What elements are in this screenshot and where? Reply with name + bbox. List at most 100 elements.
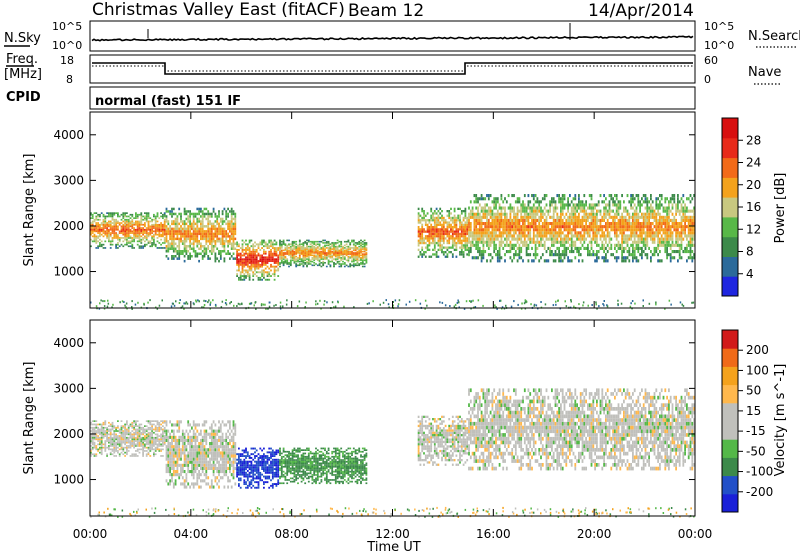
heatmap-cell — [135, 223, 137, 226]
heatmap-cell — [561, 222, 564, 226]
heatmap-cell — [659, 206, 661, 210]
heatmap-cell — [482, 228, 485, 232]
heatmap-cell — [518, 250, 521, 254]
heatmap-cell — [288, 265, 290, 268]
heatmap-cell — [534, 218, 537, 222]
heatmap-cell — [466, 216, 469, 220]
heatmap-cell — [648, 209, 650, 213]
heatmap-cell — [655, 228, 658, 232]
heatmap-cell — [154, 228, 157, 231]
heatmap-cell — [358, 245, 361, 248]
heatmap-cell — [578, 215, 580, 219]
heatmap-cell — [496, 234, 499, 238]
heatmap-cell — [259, 263, 262, 266]
heatmap-cell — [570, 215, 573, 219]
heatmap-cell — [162, 217, 164, 219]
heatmap-cell — [254, 254, 256, 257]
heatmap-cell — [315, 249, 317, 252]
heatmap-cell — [203, 225, 206, 228]
heatmap-cell — [363, 263, 366, 265]
heatmap-cell — [498, 228, 501, 232]
heatmap-cell — [633, 225, 636, 229]
heatmap-cell — [608, 215, 611, 219]
heatmap-cell — [162, 225, 164, 228]
heatmap-cell — [522, 222, 524, 226]
heatmap-cell — [342, 247, 344, 249]
heatmap-cell — [124, 218, 126, 221]
heatmap-cell — [297, 260, 299, 263]
heatmap-cell — [666, 209, 668, 213]
heatmap-cell — [313, 248, 316, 250]
heatmap-cell — [163, 222, 166, 224]
heatmap-cell — [482, 256, 485, 260]
heatmap-cell — [621, 231, 623, 235]
heatmap-cell — [124, 441, 126, 444]
heatmap-cell — [660, 259, 663, 263]
heatmap-cell — [259, 271, 262, 274]
heatmap-cell — [264, 243, 267, 246]
heatmap-cell — [583, 209, 586, 213]
heatmap-cell — [91, 213, 94, 216]
heatmap-cell — [100, 435, 103, 437]
heatmap-cell — [493, 206, 496, 210]
heatmap-cell — [513, 222, 515, 226]
heatmap-cell — [536, 225, 539, 229]
heatmap-cell — [509, 206, 512, 210]
heatmap-cell — [650, 206, 652, 210]
heatmap-cell — [102, 423, 105, 426]
scatter-cell — [655, 303, 657, 306]
heatmap-cell — [172, 227, 175, 231]
heatmap-cell — [469, 231, 472, 235]
heatmap-cell — [473, 231, 476, 235]
heatmap-cell — [279, 243, 281, 245]
heatmap-cell — [594, 234, 596, 238]
heatmap-cell — [334, 247, 337, 249]
heatmap-cell — [680, 246, 683, 250]
heatmap-cell — [529, 240, 532, 244]
heatmap-cell — [185, 247, 188, 250]
heatmap-cell — [491, 200, 494, 204]
heatmap-cell — [630, 231, 632, 235]
heatmap-cell — [144, 245, 146, 248]
heatmap-cell — [109, 451, 112, 454]
heatmap-cell — [210, 237, 213, 241]
heatmap-cell — [324, 252, 326, 254]
heatmap-cell — [109, 243, 112, 246]
heatmap-cell — [671, 197, 674, 201]
heatmap-cell — [200, 230, 202, 233]
heatmap-cell — [668, 253, 670, 257]
heatmap-cell — [572, 243, 575, 247]
heatmap-cell — [545, 259, 548, 263]
heatmap-cell — [421, 232, 424, 236]
heatmap-cell — [464, 246, 467, 249]
heatmap-cell — [642, 231, 645, 235]
heatmap-cell — [183, 230, 186, 233]
heatmap-cell — [209, 235, 211, 238]
heatmap-cell — [673, 243, 676, 247]
heatmap-cell — [176, 222, 179, 226]
scatter-cell — [102, 300, 104, 303]
heatmap-cell — [93, 212, 96, 214]
heatmap-cell — [120, 420, 123, 422]
heatmap-cell — [324, 249, 326, 252]
heatmap-cell — [635, 228, 638, 232]
heatmap-cell — [498, 256, 501, 260]
heatmap-cell — [531, 259, 533, 263]
heatmap-cell — [677, 240, 679, 244]
heatmap-cell — [154, 243, 157, 246]
heatmap-cell — [250, 254, 253, 257]
heatmap-cell — [311, 258, 314, 260]
heatmap-cell — [347, 253, 350, 255]
heatmap-cell — [340, 259, 343, 262]
heatmap-cell — [352, 247, 355, 249]
heatmap-cell — [536, 209, 539, 213]
heatmap-cell — [522, 206, 524, 210]
heatmap-cell — [232, 242, 235, 245]
scatter-cell — [125, 306, 127, 309]
heatmap-cell — [531, 222, 533, 226]
heatmap-cell — [106, 222, 108, 224]
heatmap-cell — [201, 220, 204, 223]
heatmap-cell — [621, 228, 623, 232]
heatmap-cell — [218, 240, 220, 243]
